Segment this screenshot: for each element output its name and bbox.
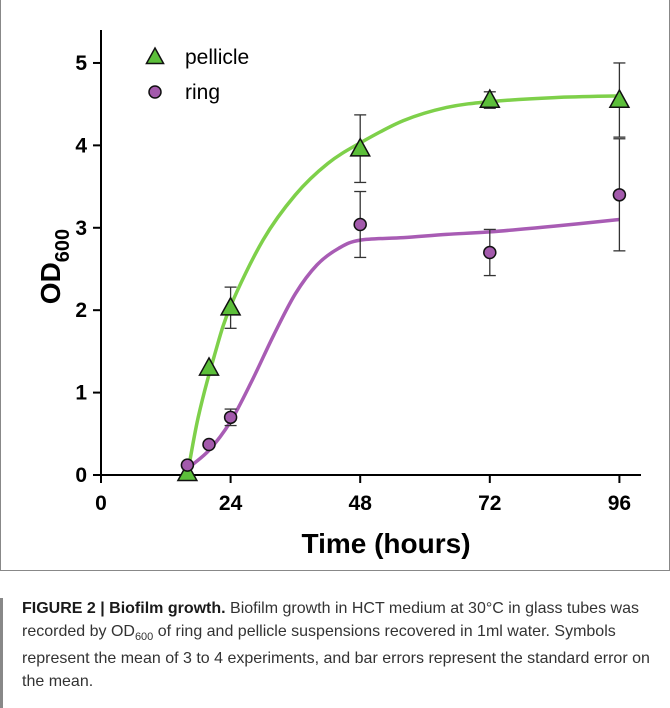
x-tick-label: 72 [478, 492, 501, 515]
x-axis-title: Time (hours) [301, 528, 470, 559]
ring-point [180, 458, 195, 472]
legend-label-pellicle: pellicle [185, 46, 249, 69]
caption-divider [0, 570, 670, 571]
pellicle-point [349, 137, 371, 157]
caption-text-1: Biofilm growth in HCT medium at 30°C in … [22, 600, 639, 640]
ring-point [202, 437, 216, 452]
caption-subscript: 600 [134, 630, 154, 643]
pellicle-point [198, 356, 220, 376]
ring-point [612, 188, 627, 202]
y-tick-label: 3 [75, 217, 87, 240]
legend-marker-ring [148, 85, 162, 99]
ring-point [483, 245, 497, 260]
y-tick-label: 1 [75, 382, 87, 405]
y-tick-label: 4 [75, 134, 87, 157]
pellicle-point [608, 88, 631, 108]
pellicle-fit-line [185, 94, 620, 476]
x-tick-label: 24 [219, 492, 243, 515]
caption-label: FIGURE 2 | Biofilm growth. [22, 600, 226, 617]
caption-text-2: of ring and pellicle suspensions recover… [22, 622, 650, 690]
y-tick-label: 0 [75, 464, 87, 487]
figure-caption: FIGURE 2 | Biofilm growth. Biofilm growt… [22, 598, 657, 693]
x-tick-label: 0 [95, 492, 107, 515]
pellicle-point [176, 461, 199, 482]
frame-left-border [0, 0, 1, 570]
y-tick-label: 2 [75, 299, 87, 322]
chart: 0 1 2 3 4 5 0 24 48 72 96 Time (hours) OD600 pellicle… [35, 30, 641, 559]
ring-point [353, 217, 367, 232]
caption-side-rule [0, 598, 3, 708]
pellicle-point [219, 296, 242, 316]
y-axis-title: OD600 [35, 229, 74, 304]
y-axis-title-sub: 600 [52, 229, 74, 262]
pellicle-point [479, 88, 501, 108]
legend-marker-pellicle [145, 46, 165, 65]
y-axis-title-main: OD [35, 262, 66, 304]
legend-label-ring: ring [185, 81, 220, 104]
ring-point [223, 410, 238, 425]
y-tick-label: 5 [75, 52, 87, 75]
x-tick-label: 96 [608, 492, 631, 515]
x-tick-label: 48 [349, 492, 373, 515]
